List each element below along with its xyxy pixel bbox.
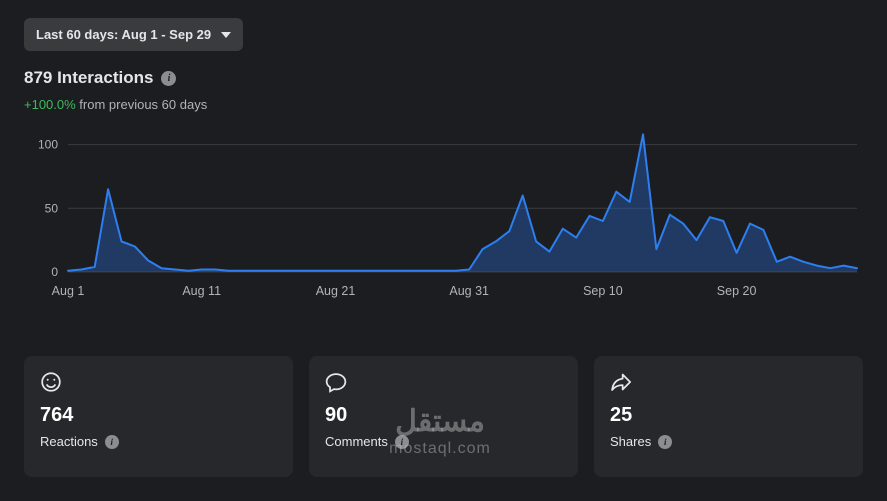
svg-text:Sep 10: Sep 10 — [583, 284, 623, 298]
shares-card: 25 Shares — [594, 356, 863, 477]
shares-info-icon[interactable] — [658, 434, 673, 449]
reactions-card: 764 Reactions — [24, 356, 293, 477]
svg-text:Aug 31: Aug 31 — [449, 284, 489, 298]
chevron-down-icon — [221, 31, 232, 38]
metric-cards: 764 Reactions 90 Comments — [24, 356, 863, 477]
comments-count: 90 — [325, 404, 348, 426]
svg-text:Aug 1: Aug 1 — [52, 284, 85, 298]
comments-label: Comments — [325, 434, 388, 449]
reactions-info-icon[interactable] — [104, 434, 119, 449]
interactions-info-icon[interactable] — [161, 70, 177, 86]
svg-text:Aug 21: Aug 21 — [316, 284, 356, 298]
date-range-label: Last 60 days: Aug 1 - Sep 29 — [36, 27, 212, 42]
svg-text:0: 0 — [51, 265, 58, 279]
reactions-count: 764 — [40, 404, 74, 426]
page-title: 879 Interactions — [24, 68, 154, 87]
comments-card: 90 Comments — [309, 356, 578, 477]
comment-bubble-icon — [325, 371, 562, 393]
shares-count: 25 — [610, 404, 633, 426]
delta-caption: from previous 60 days — [75, 97, 208, 112]
share-arrow-icon — [610, 371, 847, 393]
reactions-label: Reactions — [40, 434, 98, 449]
shares-label: Shares — [610, 434, 652, 449]
svg-text:Sep 20: Sep 20 — [717, 284, 757, 298]
svg-text:Aug 11: Aug 11 — [182, 284, 221, 298]
reactions-smiley-icon — [40, 371, 277, 393]
delta-value: +100.0% — [24, 97, 76, 112]
delta-row: +100.0% from previous 60 days — [24, 97, 863, 112]
comments-info-icon[interactable] — [394, 434, 409, 449]
interactions-chart[interactable]: 0 50 100 Aug 1 Aug 11 Aug 21 Aug 31 Sep 10 Sep 2… — [24, 120, 863, 308]
date-range-dropdown[interactable]: Last 60 days: Aug 1 - Sep 29 — [24, 18, 244, 51]
svg-text:50: 50 — [45, 201, 59, 215]
svg-text:100: 100 — [38, 138, 58, 152]
